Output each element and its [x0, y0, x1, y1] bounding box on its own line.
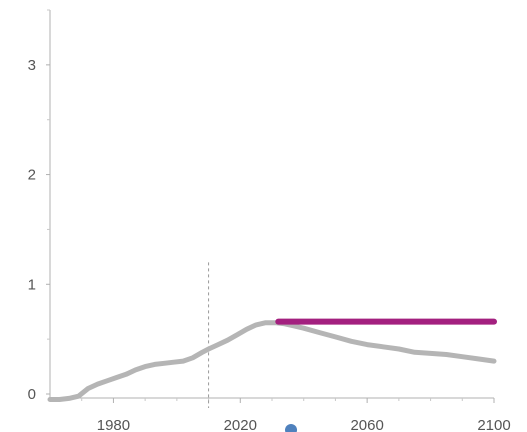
y-axis: 0 1 2 3	[28, 9, 51, 403]
x-axis: 1980 2020 2060 2100	[49, 397, 511, 432]
x-tick-label: 1980	[97, 417, 130, 432]
y-tick-label: 3	[28, 57, 36, 74]
marker-point[interactable]	[285, 424, 298, 432]
x-tick-label: 2020	[224, 417, 257, 432]
x-tick-label: 2100	[477, 417, 510, 432]
series-line-1	[47, 320, 497, 402]
y-tick-label: 0	[28, 386, 36, 403]
y-tick-label: 2	[28, 167, 36, 184]
y-tick-label: 1	[28, 276, 36, 293]
x-tick-label: 2060	[350, 417, 383, 432]
